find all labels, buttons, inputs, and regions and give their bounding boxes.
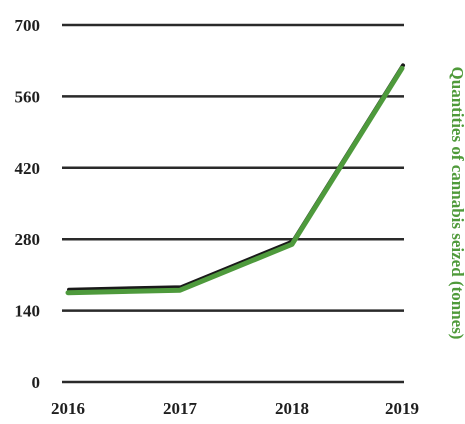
y-axis-tick-labels: 0 140 280 420 560 700 bbox=[15, 16, 41, 392]
y-tick-label: 700 bbox=[15, 16, 41, 35]
x-tick-label: 2019 bbox=[385, 399, 419, 418]
y-tick-label: 560 bbox=[15, 87, 41, 106]
x-tick-label: 2016 bbox=[51, 399, 85, 418]
gridlines bbox=[62, 23, 404, 384]
y-tick-label: 0 bbox=[32, 373, 41, 392]
y-tick-label: 420 bbox=[15, 159, 41, 178]
series-line bbox=[65, 65, 405, 296]
series-lines bbox=[65, 63, 405, 296]
y-axis-label: Quantities of cannabis seized (tonnes) bbox=[448, 67, 465, 340]
x-axis-tick-labels: 2016 2017 2018 2019 bbox=[51, 399, 419, 418]
series-line-shadow bbox=[67, 63, 405, 292]
x-tick-label: 2017 bbox=[163, 399, 198, 418]
x-tick-label: 2018 bbox=[275, 399, 309, 418]
y-tick-label: 140 bbox=[15, 302, 41, 321]
y-tick-label: 280 bbox=[15, 230, 41, 249]
